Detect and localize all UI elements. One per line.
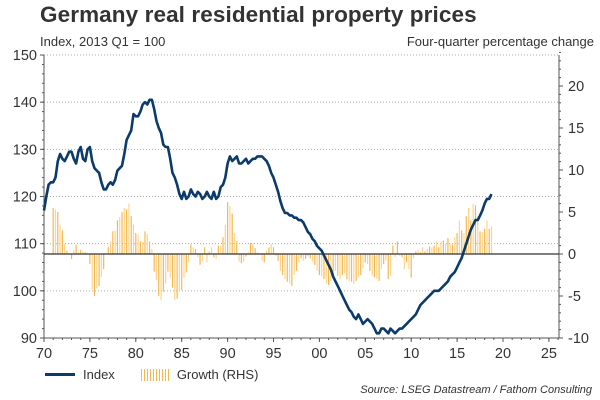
right-tick-label: 20 [568, 79, 584, 95]
right-tick-label: -5 [568, 289, 581, 305]
legend-growth-swatch [140, 368, 171, 381]
right-tick-label: 0 [568, 247, 576, 263]
left-tick-label: 110 [14, 237, 37, 253]
x-tick-label: 85 [174, 346, 190, 362]
left-tick-label: 150 [13, 48, 37, 64]
left-tick-label: 140 [13, 95, 37, 111]
x-tick-label: 95 [265, 346, 281, 362]
right-tick-label: -10 [568, 331, 589, 347]
legend-index-swatch [45, 373, 75, 376]
x-tick-label: 25 [541, 346, 557, 362]
x-tick-label: 00 [311, 346, 327, 362]
left-tick-label: 90 [21, 331, 37, 347]
legend: Index Growth (RHS) [45, 367, 258, 382]
index-line-group [42, 98, 493, 335]
x-tick-label: 70 [36, 346, 52, 362]
index-line [42, 98, 493, 335]
x-tick-label: 15 [449, 346, 465, 362]
right-tick-label: 10 [568, 163, 584, 179]
source-note: Source: LSEG Datastream / Fathom Consult… [360, 384, 592, 396]
right-tick-label: 5 [568, 205, 576, 221]
left-tick-label: 130 [13, 142, 37, 158]
x-tick-label: 10 [403, 346, 419, 362]
x-tick-label: 05 [357, 346, 373, 362]
x-tick-label: 90 [220, 346, 236, 362]
chart-title: Germany real residential property prices [40, 2, 477, 27]
left-tick-label: 120 [13, 190, 37, 206]
right-axis-caption: Four-quarter percentage change [406, 34, 594, 49]
x-tick-label: 75 [82, 346, 98, 362]
legend-index-label: Index [83, 367, 115, 382]
x-tick-label: 80 [128, 346, 144, 362]
legend-growth-label: Growth (RHS) [176, 367, 259, 382]
left-tick-label: 100 [13, 284, 37, 300]
right-tick-label: 15 [568, 121, 584, 137]
growth-bars [52, 201, 493, 301]
axes [40, 51, 563, 342]
x-tick-label: 20 [495, 346, 511, 362]
left-axis-caption: Index, 2013 Q1 = 100 [40, 34, 166, 49]
